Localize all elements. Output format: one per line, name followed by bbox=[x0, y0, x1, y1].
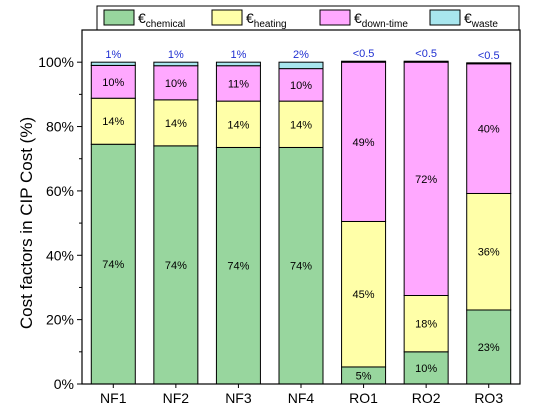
top-label-nf1: 1% bbox=[105, 49, 121, 61]
x-tick-label-nf2: NF2 bbox=[163, 390, 190, 406]
legend-label-waste: €waste bbox=[464, 10, 498, 30]
top-label-ro2: <0.5 bbox=[415, 48, 437, 60]
bar-chemical-nf2 bbox=[153, 145, 199, 385]
y-tick-label-40: 40% bbox=[46, 247, 74, 263]
bar-waste-nf1 bbox=[90, 61, 136, 66]
top-label-nf4: 2% bbox=[293, 49, 309, 61]
plot-area: 74% 14% 10% 1% 74% 14% 10% 1% 74% 14% 11% 1% 74% 14% 1… bbox=[90, 48, 512, 385]
bar-chemical-nf4 bbox=[278, 146, 324, 385]
x-tick-label-ro3: RO3 bbox=[474, 390, 503, 406]
data-label-heating-nf1: 14% bbox=[102, 116, 124, 128]
plot-frame bbox=[81, 29, 521, 385]
bar-downtime-ro2 bbox=[403, 61, 449, 296]
legend-swatch-heating bbox=[211, 9, 243, 26]
bar-waste-nf4 bbox=[278, 61, 324, 70]
bar-waste-ro3 bbox=[466, 62, 512, 65]
y-tick-label-20: 20% bbox=[46, 312, 74, 328]
x-tick-label-ro1: RO1 bbox=[349, 390, 378, 406]
y-tick-label-80: 80% bbox=[46, 119, 74, 135]
bar-heating-ro2 bbox=[403, 295, 449, 353]
bar-downtime-nf1 bbox=[90, 64, 136, 99]
bar-downtime-nf2 bbox=[153, 65, 199, 101]
data-label-downtime-ro3: 40% bbox=[478, 124, 500, 136]
data-label-heating-nf3: 14% bbox=[227, 119, 249, 131]
data-label-heating-ro2: 18% bbox=[415, 319, 437, 331]
x-tick-label-nf1: NF1 bbox=[100, 390, 127, 406]
y-tick-label-100: 100% bbox=[38, 54, 74, 70]
data-label-downtime-nf2: 10% bbox=[165, 78, 187, 90]
data-label-chemical-nf4: 74% bbox=[290, 261, 312, 273]
data-label-chemical-ro1: 5% bbox=[356, 370, 372, 382]
bar-heating-ro1 bbox=[341, 220, 387, 368]
y-tick-label-60: 60% bbox=[46, 183, 74, 199]
bar-downtime-ro3 bbox=[466, 63, 512, 194]
data-label-downtime-nf1: 10% bbox=[102, 77, 124, 89]
bar-downtime-nf3 bbox=[215, 65, 261, 102]
data-label-chemical-ro3: 23% bbox=[478, 342, 500, 354]
bar-heating-nf2 bbox=[153, 99, 199, 147]
bar-downtime-nf4 bbox=[278, 68, 324, 102]
axes: NF1 NF2 NF3 NF4 RO1 RO2 RO3 0% 20% 40% 60% 80% 100% bbox=[38, 29, 521, 406]
bar-heating-nf4 bbox=[278, 100, 324, 148]
data-label-heating-ro3: 36% bbox=[478, 247, 500, 259]
legend-swatch-waste bbox=[429, 9, 461, 26]
y-tick-label-0: 0% bbox=[54, 376, 74, 392]
data-label-heating-nf4: 14% bbox=[290, 119, 312, 131]
top-label-ro1: <0.5 bbox=[353, 48, 375, 60]
data-label-downtime-ro1: 49% bbox=[353, 137, 375, 149]
bar-heating-nf3 bbox=[215, 100, 261, 148]
bar-waste-ro1 bbox=[341, 60, 387, 63]
x-tick-label-nf4: NF4 bbox=[288, 390, 315, 406]
bar-chemical-nf3 bbox=[215, 146, 261, 385]
x-tick-label-nf3: NF3 bbox=[225, 390, 252, 406]
top-label-ro3: <0.5 bbox=[478, 50, 500, 62]
data-label-chemical-nf2: 74% bbox=[165, 260, 187, 272]
top-label-nf2: 1% bbox=[168, 49, 184, 61]
bar-waste-nf2 bbox=[153, 61, 199, 67]
legend-swatch-downtime bbox=[319, 9, 351, 26]
data-label-heating-nf2: 14% bbox=[165, 118, 187, 130]
data-label-downtime-nf3: 11% bbox=[228, 78, 249, 90]
data-label-downtime-nf4: 10% bbox=[290, 80, 312, 92]
data-label-chemical-nf1: 74% bbox=[102, 259, 124, 271]
bar-waste-nf3 bbox=[215, 61, 261, 67]
legend: €chemical €heating €down-time €waste bbox=[96, 5, 520, 31]
data-label-downtime-ro2: 72% bbox=[415, 174, 437, 186]
top-label-nf3: 1% bbox=[230, 49, 246, 61]
x-tick-label-ro2: RO2 bbox=[412, 390, 441, 406]
legend-label-heating: €heating bbox=[246, 10, 287, 30]
data-label-heating-ro1: 45% bbox=[353, 289, 375, 301]
legend-label-chemical: €chemical bbox=[138, 10, 185, 30]
bar-heating-nf1 bbox=[90, 97, 136, 145]
data-label-chemical-nf3: 74% bbox=[227, 261, 249, 273]
bar-waste-ro2 bbox=[403, 60, 449, 63]
legend-swatch-chemical bbox=[103, 9, 135, 26]
data-label-chemical-ro2: 10% bbox=[415, 363, 437, 375]
y-axis-label: Cost factors in CIP Cost (%) bbox=[17, 117, 36, 329]
legend-label-downtime: €down-time bbox=[354, 10, 408, 30]
